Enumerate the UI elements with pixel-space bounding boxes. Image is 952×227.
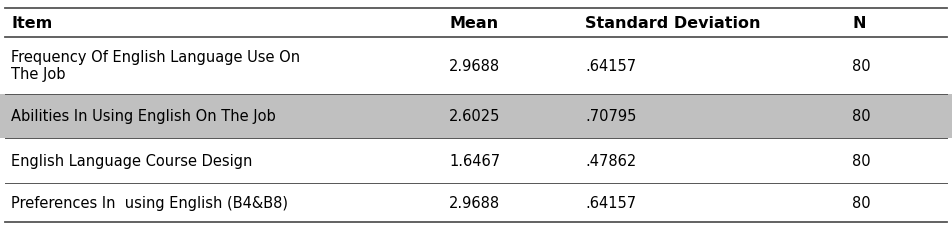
Text: Standard Deviation: Standard Deviation xyxy=(585,16,761,31)
Text: Abilities In Using English On The Job: Abilities In Using English On The Job xyxy=(11,109,276,124)
Text: N: N xyxy=(852,16,865,31)
Text: 80: 80 xyxy=(852,58,871,73)
Text: 2.6025: 2.6025 xyxy=(449,109,501,124)
Text: 80: 80 xyxy=(852,153,871,168)
Text: Preferences In  using English (B4&B8): Preferences In using English (B4&B8) xyxy=(11,195,288,210)
Text: .70795: .70795 xyxy=(585,109,637,124)
Text: Item: Item xyxy=(11,16,52,31)
Text: Frequency Of English Language Use On
The Job: Frequency Of English Language Use On The… xyxy=(11,50,301,82)
Text: 1.6467: 1.6467 xyxy=(449,153,501,168)
Text: 2.9688: 2.9688 xyxy=(449,195,501,210)
FancyBboxPatch shape xyxy=(0,94,952,138)
Text: Mean: Mean xyxy=(449,16,499,31)
Text: 2.9688: 2.9688 xyxy=(449,58,501,73)
Text: .64157: .64157 xyxy=(585,58,637,73)
Text: 80: 80 xyxy=(852,195,871,210)
Text: English Language Course Design: English Language Course Design xyxy=(11,153,253,168)
Text: 80: 80 xyxy=(852,109,871,124)
Text: .64157: .64157 xyxy=(585,195,637,210)
Text: .47862: .47862 xyxy=(585,153,637,168)
